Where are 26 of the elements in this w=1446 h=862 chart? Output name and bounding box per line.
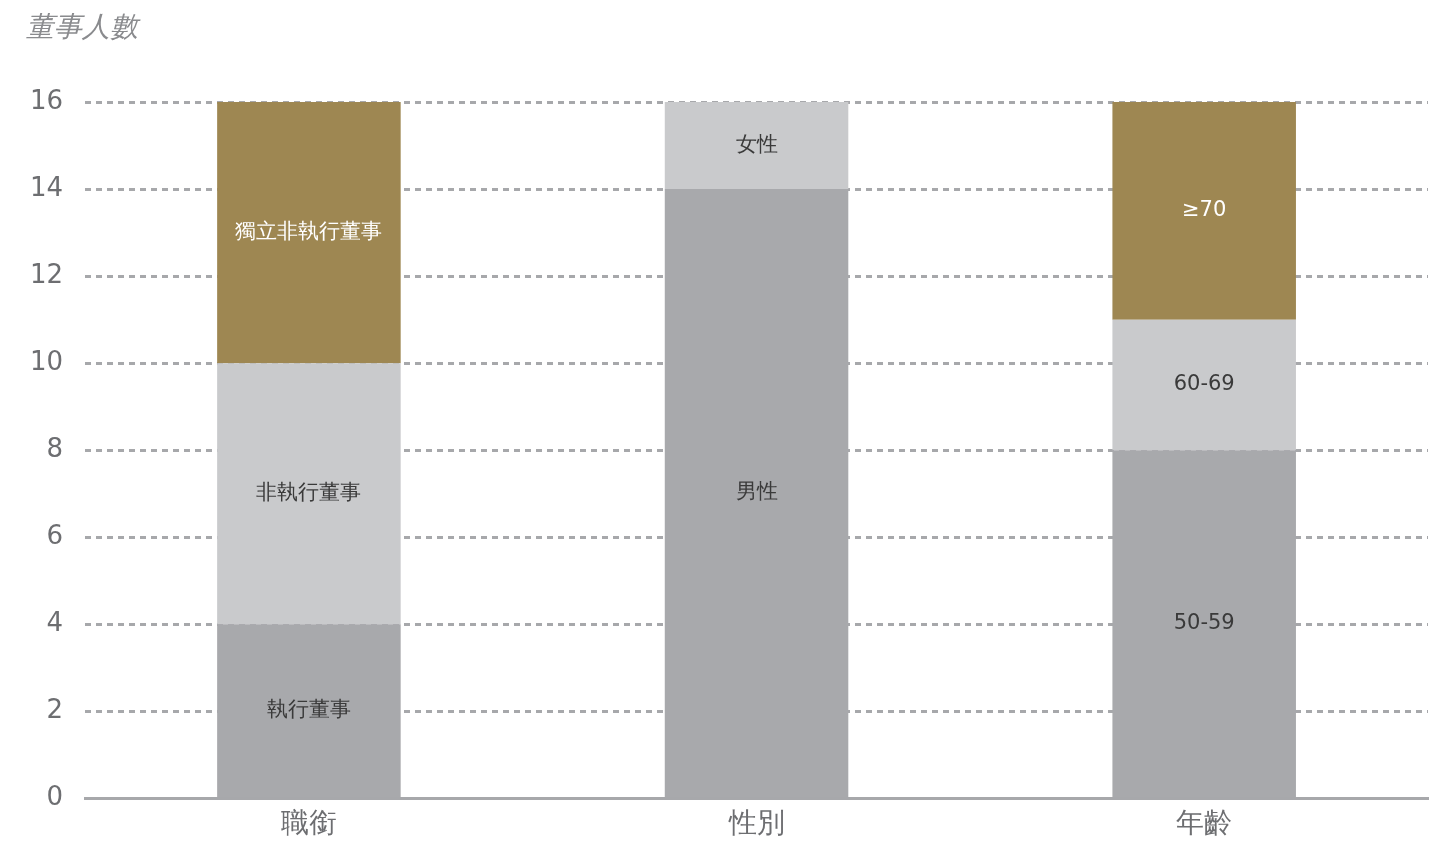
bar bbox=[1112, 102, 1296, 320]
data-label: 60-69 bbox=[1173, 371, 1235, 396]
y-axis-title: 董事人數 bbox=[26, 9, 142, 45]
data-label: ≥70 bbox=[1182, 197, 1227, 222]
data-label: 50-59 bbox=[1173, 610, 1235, 634]
y-tick-label: 6 bbox=[46, 520, 64, 550]
y-tick-label: 14 bbox=[29, 171, 64, 202]
bar bbox=[217, 102, 401, 364]
bar bbox=[1112, 319, 1296, 451]
y-tick-label: 16 bbox=[29, 84, 64, 115]
y-tick-label: 12 bbox=[29, 258, 64, 289]
data-label: 男性 bbox=[735, 479, 778, 504]
x-tick-label: 年齡 bbox=[1176, 806, 1233, 840]
data-label: 執行董事 bbox=[266, 697, 351, 722]
x-tick-label: 性別 bbox=[727, 806, 785, 840]
bar bbox=[217, 363, 401, 625]
data-label: 獨立非執行董事 bbox=[235, 219, 383, 244]
bar bbox=[664, 102, 849, 190]
x-tick-label: 職銜 bbox=[280, 806, 337, 840]
y-tick-label: 10 bbox=[29, 345, 64, 376]
y-tick-label: 4 bbox=[46, 607, 64, 638]
y-tick-label: 2 bbox=[46, 694, 64, 725]
data-label: 非執行董事 bbox=[256, 480, 362, 505]
data-label: 女性 bbox=[735, 131, 778, 156]
y-tick-label: 0 bbox=[46, 781, 64, 812]
y-tick-label: 8 bbox=[46, 432, 64, 463]
